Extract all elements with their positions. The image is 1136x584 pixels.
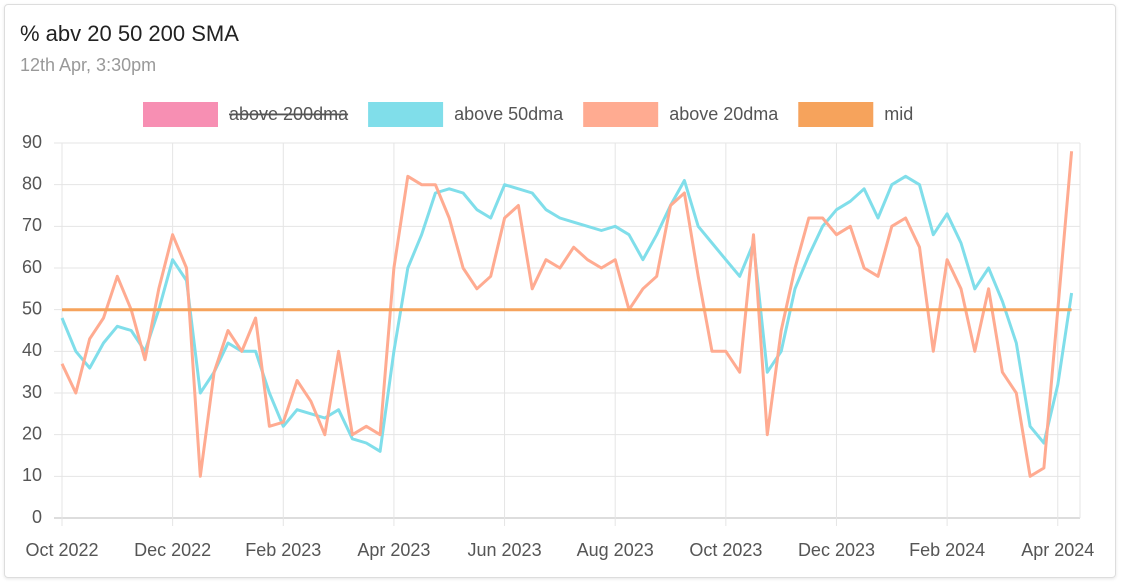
chart-title: % abv 20 50 200 SMA: [20, 21, 239, 46]
legend-label: above 50dma: [454, 104, 564, 124]
x-tick-label: Aug 2023: [577, 540, 654, 560]
series-line: [60, 174, 1074, 453]
y-tick-label: 10: [22, 465, 42, 485]
y-tick-label: 0: [32, 507, 42, 527]
y-tick-label: 70: [22, 215, 42, 235]
x-tick-label: Dec 2023: [798, 540, 875, 560]
legend-swatch: [798, 102, 874, 127]
y-tick-label: 40: [22, 340, 42, 360]
x-tick-label: Dec 2022: [134, 540, 211, 560]
x-tick-label: Feb 2023: [245, 540, 321, 560]
legend: above 200dma above 50dma above 20dma mid: [143, 102, 913, 127]
chart-subtitle: 12th Apr, 3:30pm: [20, 55, 156, 75]
y-tick-label: 60: [22, 257, 42, 277]
y-tick-label: 50: [22, 298, 42, 318]
x-tick-label: Oct 2023: [689, 540, 762, 560]
y-tick-label: 30: [22, 382, 42, 402]
y-tick-label: 90: [22, 132, 42, 152]
y-tick-label: 20: [22, 423, 42, 443]
series-line: [60, 151, 1074, 478]
legend-label: above 200dma: [229, 104, 349, 124]
legend-label: above 20dma: [669, 104, 779, 124]
x-tick-label: Apr 2024: [1021, 540, 1094, 560]
legend-swatch: [368, 102, 444, 127]
legend-swatch: [143, 102, 218, 127]
x-tick-label: Jun 2023: [468, 540, 542, 560]
card: [4, 4, 1116, 578]
legend-swatch: [583, 102, 659, 127]
x-tick-label: Feb 2024: [909, 540, 985, 560]
legend-label: mid: [884, 104, 913, 124]
y-tick-label: 80: [22, 173, 42, 193]
x-tick-label: Oct 2022: [25, 540, 98, 560]
x-tick-label: Apr 2023: [357, 540, 430, 560]
